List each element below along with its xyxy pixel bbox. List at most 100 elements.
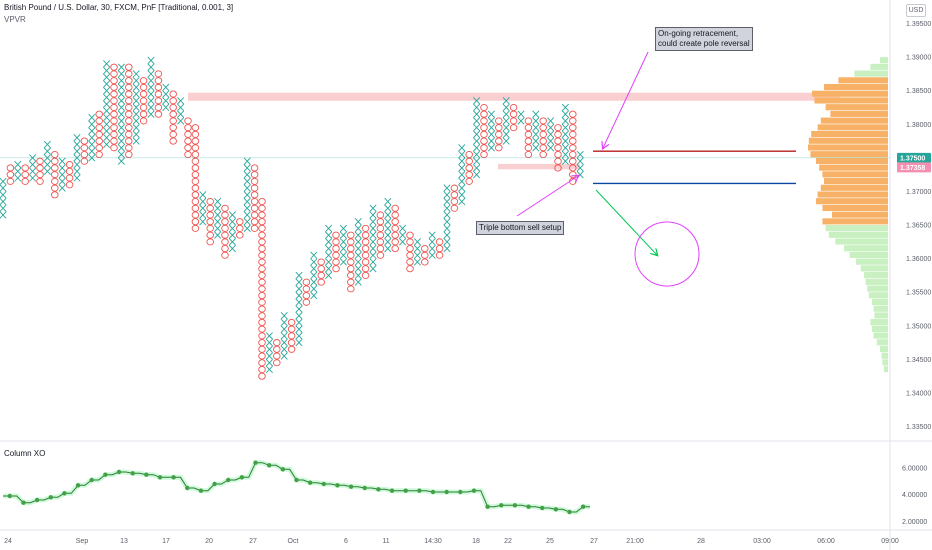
x-box [88, 134, 96, 142]
o-box [258, 365, 266, 374]
triple-bottom-note[interactable]: Triple bottom sell setup [476, 221, 565, 235]
x-box [310, 271, 318, 280]
x-box [561, 157, 569, 165]
pnf-column-5 [36, 157, 44, 185]
x-box [576, 170, 584, 179]
x-box [103, 113, 111, 122]
time-tick-11: 22 [504, 538, 512, 545]
o-box [191, 211, 200, 219]
o-box [332, 265, 340, 273]
time-tick-14: 21:00 [626, 538, 644, 545]
x-box [14, 174, 22, 182]
x-box [243, 224, 251, 233]
pnf-column-19 [139, 77, 148, 125]
o-box [250, 184, 259, 192]
o-box [206, 197, 214, 206]
x-box [132, 70, 140, 78]
sub-point [103, 472, 108, 477]
vp-bar-32 [864, 272, 888, 279]
o-box [450, 191, 459, 199]
o-box [258, 298, 266, 306]
o-box [332, 238, 340, 246]
x-box [243, 177, 251, 186]
pnf-column-14 [103, 60, 111, 149]
o-box [250, 197, 259, 206]
x-box [162, 103, 170, 112]
x-box [369, 204, 377, 212]
subpanel-title[interactable]: Column XO [4, 449, 46, 458]
x-box [0, 211, 7, 219]
o-box [191, 218, 200, 226]
x-box [473, 97, 481, 105]
x-box [428, 231, 436, 239]
o-box [139, 110, 148, 118]
o-box [125, 63, 133, 71]
currency-button[interactable]: USD [906, 4, 926, 17]
x-box [547, 130, 555, 139]
pnf-column-0 [0, 177, 7, 219]
pnf-column-77 [569, 110, 577, 185]
x-box [117, 123, 125, 132]
x-box [428, 238, 436, 246]
o-box [21, 177, 29, 185]
vp-bar-36 [872, 298, 888, 306]
x-box [443, 184, 451, 192]
x-box [502, 117, 510, 125]
x-box [73, 147, 81, 155]
sub-point [185, 485, 190, 491]
sub-point [48, 495, 53, 500]
x-box [58, 184, 66, 192]
retracement-note[interactable]: On-going retracement, could create pole … [655, 27, 753, 51]
o-box [273, 345, 281, 353]
x-box [502, 130, 510, 139]
x-box [117, 110, 125, 118]
vp-bar-42 [876, 339, 888, 346]
x-box [117, 137, 125, 145]
x-box [443, 191, 451, 199]
o-box [332, 251, 340, 259]
x-box [58, 157, 66, 165]
x-box [103, 107, 111, 115]
x-box [487, 144, 495, 152]
sub-point [34, 497, 40, 503]
x-box [162, 90, 170, 98]
x-box [243, 204, 251, 212]
x-box [295, 278, 303, 286]
price-tick-7: 1.36000 [906, 256, 931, 263]
o-box [51, 177, 59, 185]
o-box [125, 83, 133, 91]
o-box [258, 278, 266, 286]
pnf-column-66 [487, 110, 495, 152]
x-box [73, 134, 81, 142]
o-box [258, 285, 266, 293]
chart-title: British Pound / U.S. Dollar, 30, FXCM, P… [4, 3, 234, 12]
sub-point [7, 493, 13, 499]
o-box [332, 245, 340, 253]
o-box [391, 211, 399, 219]
pnf-column-26 [191, 124, 200, 232]
indicator-label[interactable]: VPVR [4, 15, 26, 24]
x-box [265, 352, 273, 360]
o-box [191, 204, 200, 212]
price-tick-9: 1.35000 [906, 323, 931, 330]
o-box [258, 312, 266, 320]
o-box [480, 137, 488, 145]
o-box [406, 251, 414, 259]
o-box [250, 177, 259, 185]
o-box [191, 137, 200, 145]
o-box [554, 157, 562, 165]
o-box [569, 157, 577, 165]
o-box [302, 298, 311, 306]
x-box [561, 150, 569, 159]
x-box [117, 144, 125, 152]
x-box [214, 197, 222, 206]
o-box [450, 184, 459, 192]
o-box [65, 174, 74, 182]
o-box [347, 265, 355, 273]
o-box [258, 245, 266, 253]
vp-bar-5 [812, 90, 888, 97]
x-box [339, 238, 347, 246]
x-box [43, 147, 51, 155]
x-box [177, 117, 185, 125]
o-box [236, 224, 244, 232]
